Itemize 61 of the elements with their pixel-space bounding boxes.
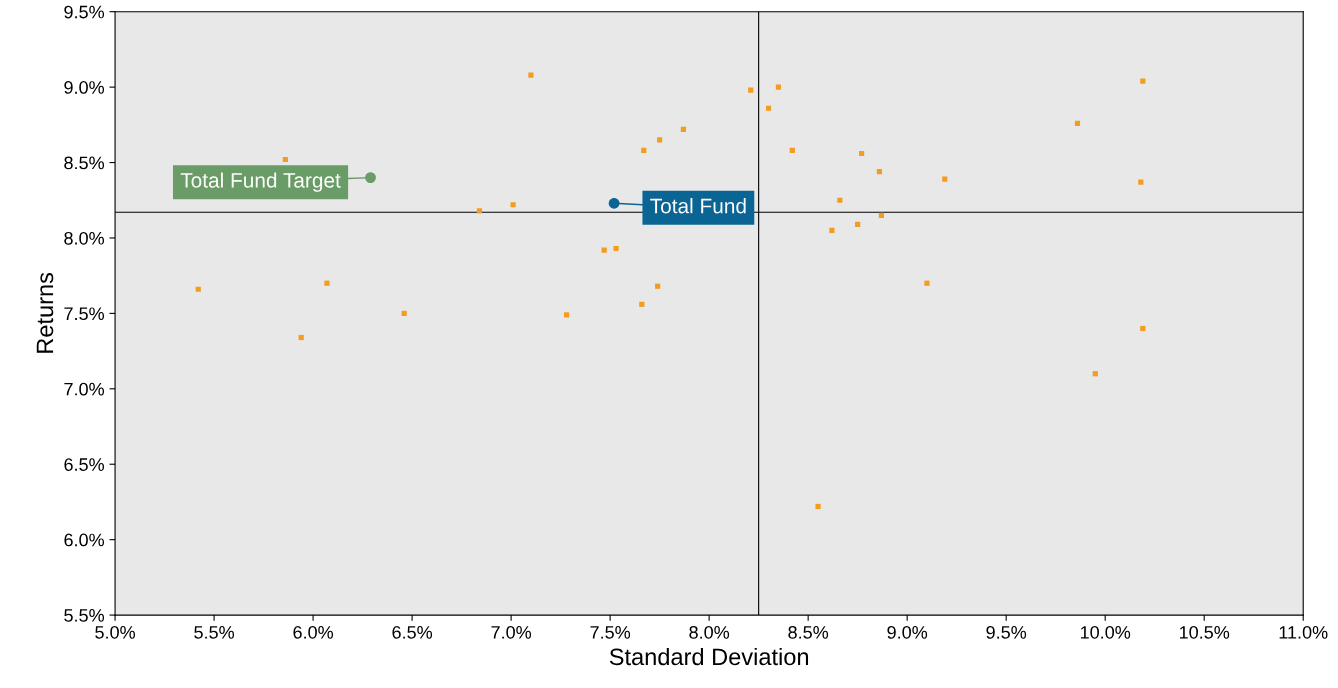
point xyxy=(510,202,516,208)
point xyxy=(655,283,661,289)
point xyxy=(775,84,782,90)
y-tick-label: 7.0% xyxy=(64,382,105,396)
point xyxy=(942,176,948,182)
point xyxy=(789,147,795,154)
annotation: Total Fund xyxy=(650,198,746,214)
point xyxy=(282,156,288,163)
x-tick-label: 7.5% xyxy=(590,626,631,639)
point xyxy=(680,126,686,132)
y-tick-label: 9.5% xyxy=(64,5,105,19)
y-tick-label: 5.5% xyxy=(64,609,105,622)
point xyxy=(365,172,376,183)
point xyxy=(815,503,821,510)
point xyxy=(859,150,865,157)
y-tick-label: 6.0% xyxy=(64,533,105,547)
y-tick-label: 7.5% xyxy=(64,307,105,321)
point xyxy=(528,72,534,78)
x-tick-label: 6.0% xyxy=(293,625,334,639)
x-tick-label: 8.0% xyxy=(689,625,730,639)
x-tick-label: 8.5% xyxy=(788,625,829,639)
y-tick-label: 8.0% xyxy=(64,231,105,245)
point xyxy=(657,137,663,143)
point xyxy=(195,286,201,292)
y-tick-label: 9.0% xyxy=(64,81,105,94)
x-tick-label: 9.0% xyxy=(887,625,928,639)
point xyxy=(765,105,772,111)
y-axis-title: Returns xyxy=(36,272,54,353)
x-tick-label: 10.5% xyxy=(1179,625,1230,639)
point xyxy=(837,197,843,203)
point xyxy=(1092,371,1098,377)
x-tick-label: 6.5% xyxy=(392,625,433,639)
point xyxy=(601,247,607,253)
point xyxy=(324,280,330,286)
point xyxy=(613,245,619,252)
point xyxy=(748,87,754,93)
x-tick-label: 9.5% xyxy=(986,625,1027,639)
x-axis-title: Standard Deviation xyxy=(609,647,809,666)
point xyxy=(298,334,304,341)
x-tick-label: 11.0% xyxy=(1279,625,1328,639)
point xyxy=(639,301,645,307)
point xyxy=(1074,120,1081,126)
x-tick-label: 10.0% xyxy=(1080,625,1131,639)
point xyxy=(829,227,835,234)
x-tick-label: 7.0% xyxy=(491,625,532,639)
point xyxy=(878,212,885,218)
x-tick-label: 5.0% xyxy=(95,625,135,639)
point xyxy=(924,280,930,286)
annotation: Total Fund Target xyxy=(180,172,341,192)
point xyxy=(1138,179,1144,185)
point xyxy=(401,310,407,316)
point xyxy=(1140,325,1146,332)
point xyxy=(641,147,647,154)
y-tick-label: 8.5% xyxy=(64,156,105,170)
point xyxy=(563,312,570,318)
x-tick-label: 5.5% xyxy=(194,626,235,639)
point xyxy=(1140,78,1146,84)
y-tick-label: 6.5% xyxy=(64,458,105,471)
point xyxy=(855,221,861,227)
point xyxy=(476,208,483,214)
point xyxy=(876,168,883,175)
